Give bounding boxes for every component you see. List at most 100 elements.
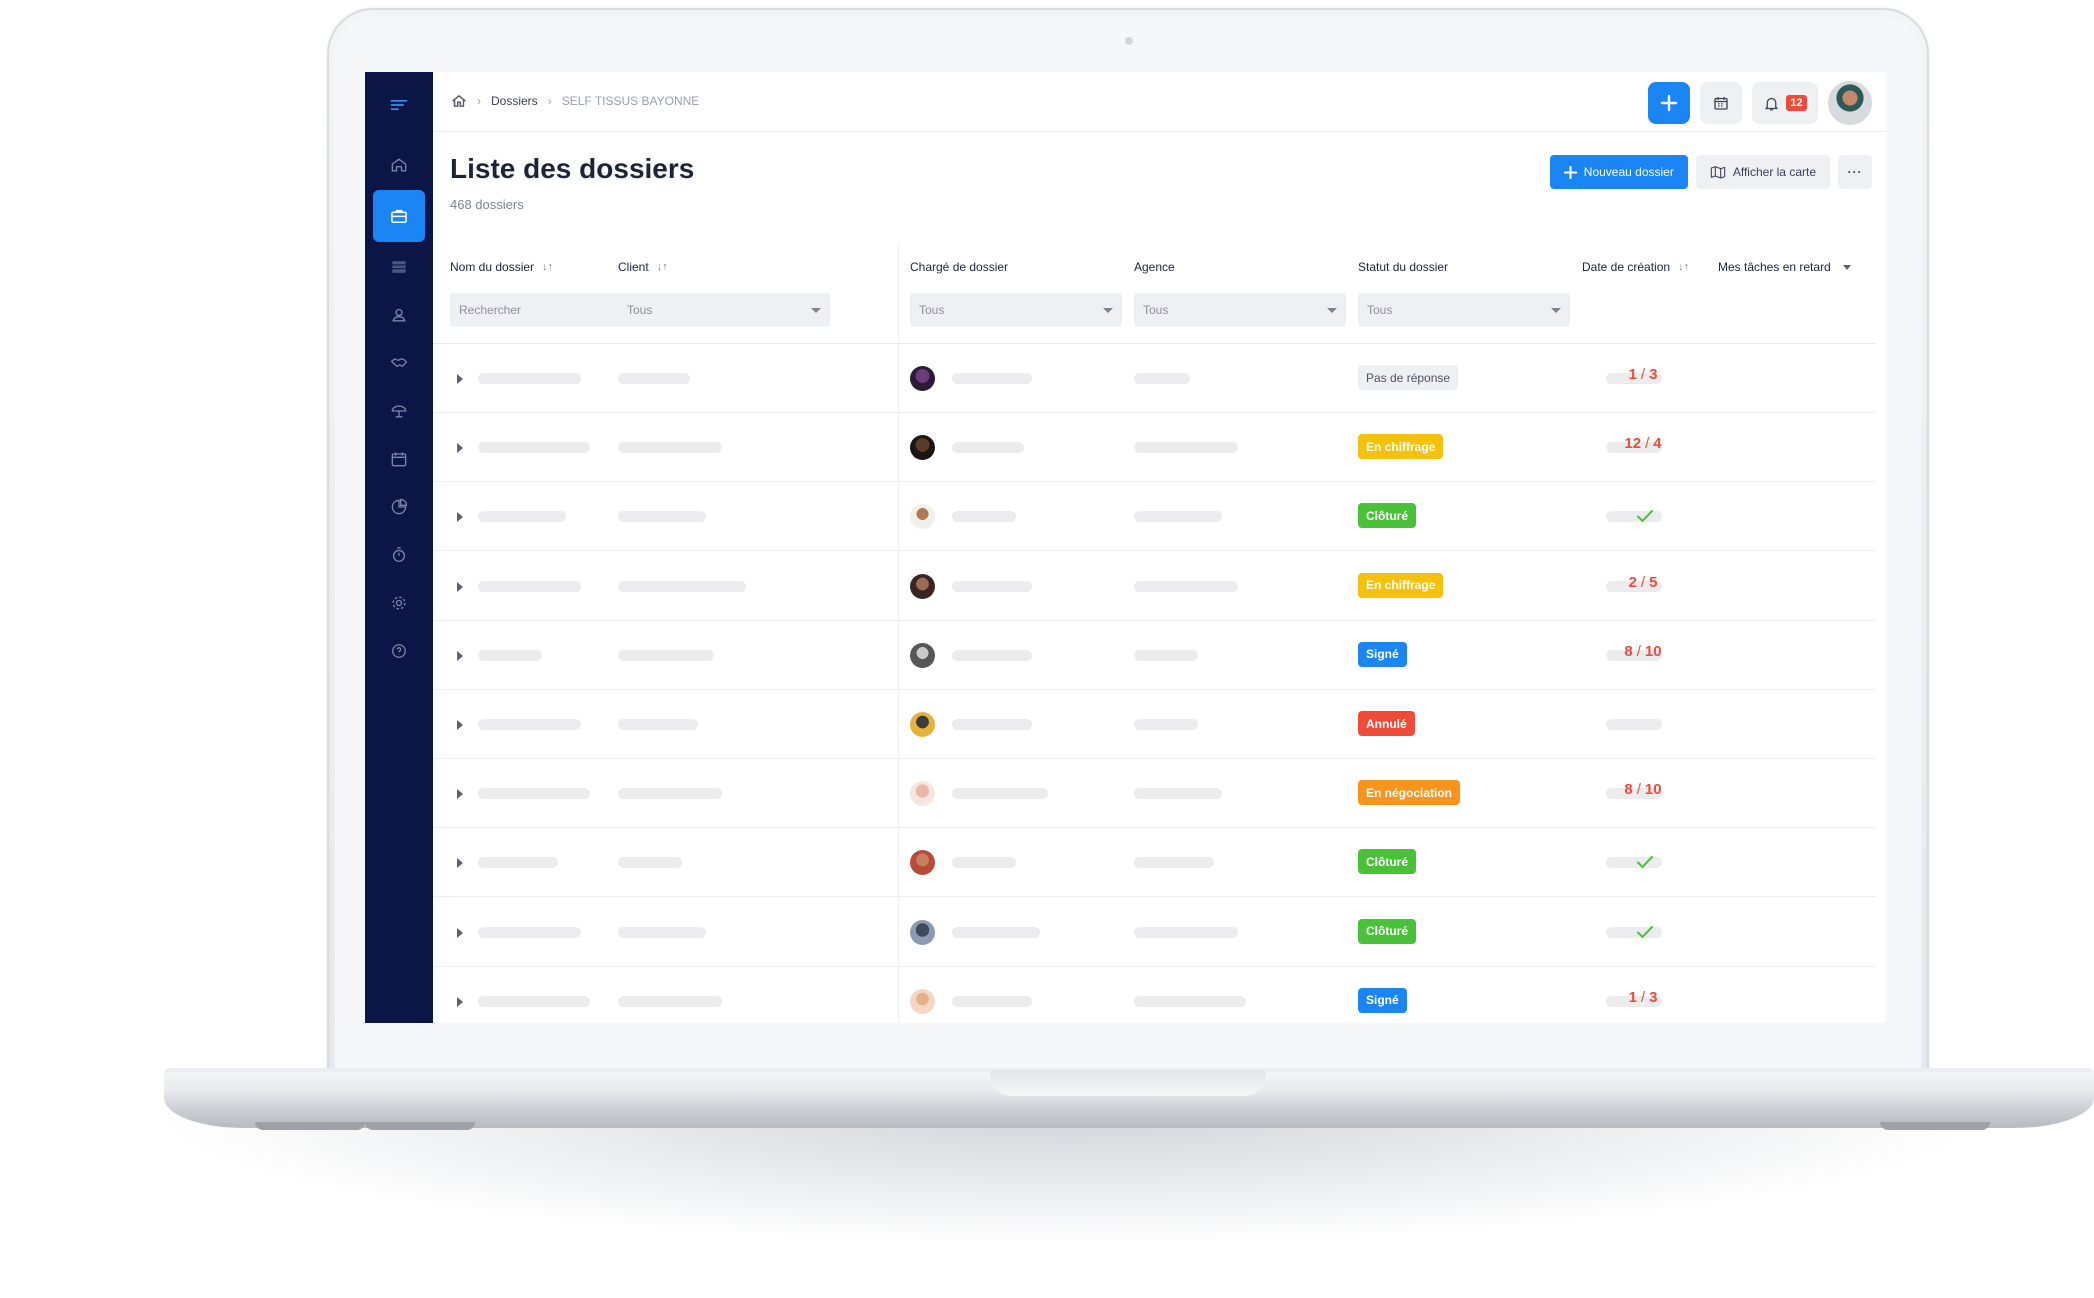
more-options-button[interactable]: ··· — [1838, 155, 1872, 189]
overdue-tasks-count[interactable]: 12/4 — [1593, 435, 1693, 452]
sidebar-item-timetracking[interactable] — [373, 532, 425, 578]
show-map-button[interactable]: Afficher la carte — [1695, 155, 1830, 189]
user-avatar[interactable] — [1828, 81, 1872, 125]
sidebar-item-help[interactable] — [373, 628, 425, 674]
breadcrumb: › Dossiers › SELF TISSUS BAYONNE — [451, 94, 699, 108]
overdue-tasks-count[interactable]: 2/5 — [1593, 574, 1693, 591]
overdue-tasks-count[interactable]: 1/3 — [1593, 366, 1693, 383]
loading-placeholder — [478, 719, 581, 730]
notifications-button[interactable]: 12 — [1752, 82, 1818, 124]
search-placeholder: Rechercher — [459, 303, 522, 317]
sidebar-item-dossiers[interactable] — [373, 190, 425, 242]
expand-row-icon[interactable] — [457, 927, 463, 938]
home-icon — [391, 158, 407, 172]
table-row[interactable]: En chiffrage 12/4 — [433, 413, 1876, 483]
page-title: Liste des dossiers — [450, 153, 695, 184]
sidebar-item-stats[interactable] — [373, 484, 425, 530]
expand-row-icon[interactable] — [457, 858, 463, 869]
column-header-label: Chargé de dossier — [910, 260, 1009, 274]
table-row[interactable]: Annulé — [433, 690, 1876, 759]
sidebar-item-stock[interactable] — [373, 244, 425, 290]
main-content: Liste des dossiers 468 dossiers Nouveau … — [433, 133, 1886, 1023]
expand-row-icon[interactable] — [457, 374, 463, 384]
filter-divider — [433, 343, 1876, 344]
overdue-tasks-count[interactable]: 8/10 — [1593, 643, 1693, 660]
column-header-manager[interactable]: Chargé de dossier — [910, 260, 1008, 274]
expand-row-icon[interactable] — [457, 789, 463, 800]
loading-placeholder — [952, 649, 1032, 661]
chevron-down-icon[interactable] — [1842, 264, 1851, 270]
sort-icon[interactable]: ↓↑ — [656, 261, 668, 273]
manager-avatar — [910, 781, 935, 807]
tasks-total: 3 — [1649, 366, 1658, 383]
expand-row-icon[interactable] — [457, 650, 463, 661]
manager-filter-select[interactable]: Tous — [910, 293, 1122, 327]
column-header-agency[interactable]: Agence — [1134, 260, 1175, 274]
column-header-name[interactable]: Nom du dossier ↓↑ — [450, 260, 553, 274]
agency-filter-select[interactable]: Tous — [1134, 293, 1346, 327]
plus-icon — [1660, 94, 1678, 112]
loading-placeholder — [1134, 926, 1238, 938]
loading-placeholder — [952, 442, 1024, 454]
column-header-client[interactable]: Client ↓↑ — [618, 260, 668, 274]
status-badge: Clôturé — [1358, 849, 1416, 875]
sort-icon[interactable]: ↓↑ — [542, 261, 554, 273]
laptop-notch — [990, 1070, 1266, 1096]
status-filter-select[interactable]: Tous — [1358, 293, 1570, 327]
expand-row-icon[interactable] — [457, 443, 463, 454]
date-placeholder — [1606, 926, 1662, 938]
expand-row-icon[interactable] — [457, 720, 463, 730]
chevron-down-icon — [811, 307, 821, 313]
expand-row-icon[interactable] — [457, 512, 463, 523]
chevron-down-icon — [1103, 307, 1113, 313]
loading-placeholder — [618, 995, 722, 1007]
sidebar-item-settings[interactable] — [373, 580, 425, 626]
tasks-separator: / — [1640, 988, 1646, 1006]
table-row[interactable]: En négociation 8/10 — [433, 759, 1876, 829]
home-icon[interactable] — [451, 94, 467, 108]
sort-icon[interactable]: ↓↑ — [1678, 261, 1690, 273]
table-row[interactable]: Signé 1/3 — [433, 967, 1876, 1023]
expand-row-icon[interactable] — [457, 581, 463, 592]
column-header-date[interactable]: Date de création ↓↑ — [1582, 260, 1689, 274]
calendar-button[interactable] — [1700, 82, 1742, 124]
new-dossier-button[interactable]: Nouveau dossier — [1549, 155, 1688, 189]
laptop-camera — [1125, 37, 1133, 45]
table-row[interactable]: En chiffrage 2/5 — [433, 552, 1876, 621]
column-header-label: Mes tâches en retard — [1718, 260, 1831, 274]
tasks-overdue: 8 — [1624, 642, 1633, 660]
tasks-placeholder — [1630, 719, 1660, 730]
sidebar-item-planning[interactable] — [373, 436, 425, 482]
table-row[interactable]: Signé 8/10 — [433, 621, 1876, 690]
add-button[interactable] — [1648, 82, 1690, 124]
breadcrumb-dossiers[interactable]: Dossiers — [491, 94, 538, 108]
expand-row-icon[interactable] — [457, 996, 463, 1007]
chevron-right-icon: › — [547, 94, 552, 108]
table-row[interactable]: Clôturé — [433, 898, 1876, 967]
column-header-tasks[interactable]: Mes tâches en retard — [1718, 260, 1851, 274]
loading-placeholder — [618, 373, 690, 384]
overdue-tasks-count[interactable]: 1/3 — [1593, 989, 1693, 1006]
table-row[interactable]: Clôturé — [433, 828, 1876, 898]
umbrella-icon — [391, 405, 407, 418]
sidebar-item-partners[interactable] — [373, 340, 425, 386]
column-header-status[interactable]: Statut du dossier — [1358, 260, 1448, 274]
dossiers-table: Nom du dossier ↓↑ Client ↓↑ Chargé de do… — [433, 243, 1876, 1023]
loading-placeholder — [1134, 719, 1198, 730]
overdue-tasks-count[interactable]: 8/10 — [1593, 781, 1693, 798]
menu-icon[interactable] — [373, 82, 425, 128]
table-row[interactable]: Clôturé — [433, 482, 1876, 552]
briefcase-icon — [391, 209, 407, 223]
frozen-column-divider — [898, 243, 899, 1023]
sidebar-item-contacts[interactable] — [373, 292, 425, 338]
table-row[interactable]: Pas de réponse 1/3 — [433, 344, 1876, 413]
stopwatch-icon — [392, 547, 406, 562]
tasks-total: 3 — [1649, 988, 1658, 1006]
sidebar — [365, 72, 433, 1023]
sidebar-item-insurance[interactable] — [373, 388, 425, 434]
sidebar-item-home[interactable] — [373, 142, 425, 188]
tasks-overdue: 1 — [1628, 988, 1637, 1006]
client-filter-select[interactable]: Tous — [618, 293, 830, 327]
status-badge: Annulé — [1358, 711, 1415, 736]
manager-avatar — [910, 435, 935, 461]
